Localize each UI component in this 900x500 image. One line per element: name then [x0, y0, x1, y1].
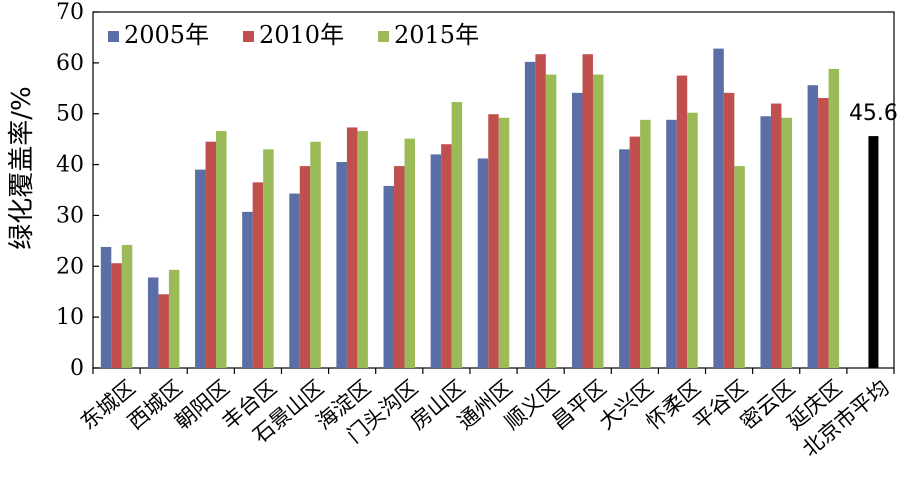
bar-2015年-海淀区 [357, 131, 368, 368]
bar-2005年-大兴区 [619, 149, 630, 368]
bar-2015年-大兴区 [640, 119, 651, 369]
bar-2005年-昌平区 [571, 92, 583, 368]
legend: 2005年 2010年 2015年 [108, 21, 479, 49]
bar-2010年-延庆区 [818, 97, 829, 368]
bar-2010年-昌平区 [582, 54, 593, 369]
bar-2015年-密云区 [781, 117, 792, 368]
bar-2005年-房山区 [430, 154, 442, 368]
bar-2005年-西城区 [147, 277, 159, 368]
bar-2015年-门头沟区 [404, 138, 416, 368]
bar-2015年-怀柔区 [687, 112, 698, 368]
y-tick-label: 60 [56, 51, 84, 76]
bar-2015年-朝阳区 [216, 131, 227, 368]
bar-2010年-丰台区 [252, 182, 264, 368]
bar-2010年-大兴区 [629, 136, 641, 368]
average-value-label: 45.6 [849, 101, 898, 126]
bar-average-北京市平均 [868, 136, 879, 368]
bar-2010年-门头沟区 [394, 166, 405, 368]
bar-2015年-延庆区 [828, 68, 840, 369]
bar-2010年-顺义区 [535, 54, 546, 369]
bar-2005年-朝阳区 [195, 169, 206, 368]
bar-2010年-海淀区 [346, 127, 358, 369]
bar-2010年-西城区 [158, 294, 169, 368]
bar-2010年-朝阳区 [205, 141, 217, 368]
bar-2005年-怀柔区 [666, 119, 677, 369]
bar-2015年-顺义区 [545, 74, 557, 368]
x-axis-categories: 东城区西城区朝阳区丰台区石景山区海淀区门头沟区房山区通州区顺义区昌平区大兴区怀柔… [76, 368, 895, 461]
legend-swatch [108, 31, 119, 42]
bar-2015年-平谷区 [734, 166, 745, 368]
bar-2005年-顺义区 [524, 61, 536, 369]
legend-swatch [378, 31, 389, 42]
bar-2010年-平谷区 [723, 92, 735, 368]
bar-2015年-通州区 [498, 117, 510, 368]
bar-2005年-丰台区 [242, 211, 253, 368]
bar-2005年-门头沟区 [383, 185, 395, 368]
legend-swatch [243, 31, 254, 42]
bar-2015年-房山区 [451, 102, 463, 368]
bar-2005年-东城区 [100, 246, 112, 368]
bar-2015年-丰台区 [263, 149, 274, 368]
bar-2010年-通州区 [488, 114, 499, 368]
bar-2005年-密云区 [760, 116, 771, 368]
bar-2005年-延庆区 [807, 85, 819, 368]
y-tick-label: 70 [56, 0, 84, 25]
legend-label: 2015年 [394, 21, 479, 49]
y-axis-title: 绿化覆盖率/% [7, 86, 37, 249]
bar-2005年-平谷区 [713, 48, 724, 369]
bar-2015年-昌平区 [592, 74, 604, 368]
bar-2010年-石景山区 [299, 166, 311, 368]
bar-2005年-石景山区 [289, 193, 300, 368]
y-tick-label: 10 [56, 305, 84, 330]
bar-2010年-怀柔区 [676, 75, 688, 369]
legend-label: 2010年 [259, 21, 344, 49]
bar-2015年-石景山区 [310, 141, 321, 368]
bar-2010年-房山区 [441, 144, 452, 368]
bar-2010年-密云区 [770, 103, 782, 369]
y-axis-ticks: 0 10 20 30 40 50 60 70 [56, 0, 99, 381]
y-tick-label: 0 [70, 356, 84, 381]
bar-2015年-西城区 [168, 269, 180, 368]
bar-2010年-东城区 [111, 263, 122, 368]
y-tick-label: 20 [56, 254, 84, 279]
legend-label: 2005年 [124, 21, 209, 49]
plot-area: 45.6 [92, 11, 898, 369]
bar-2005年-通州区 [477, 158, 489, 368]
y-tick-label: 40 [56, 153, 84, 178]
bar-2005年-海淀区 [336, 162, 347, 368]
bar-2015年-东城区 [121, 244, 133, 368]
y-tick-label: 50 [56, 102, 84, 127]
y-tick-label: 30 [56, 203, 84, 228]
